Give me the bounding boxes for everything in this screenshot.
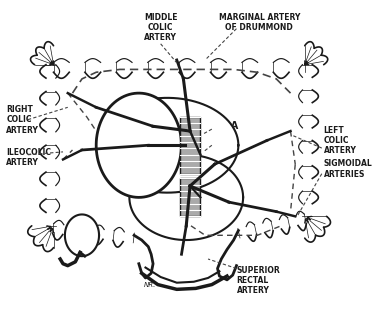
Text: MARGINAL ARTERY
OF DRUMMOND: MARGINAL ARTERY OF DRUMMOND <box>218 12 300 32</box>
Polygon shape <box>129 155 243 240</box>
Polygon shape <box>96 93 182 197</box>
Polygon shape <box>96 98 238 193</box>
Text: RIGHT
COLIC
ARTERY: RIGHT COLIC ARTERY <box>6 105 39 135</box>
Polygon shape <box>65 215 99 256</box>
Bar <box>180 179 201 216</box>
Text: MIDDLE
COLIC
ARTERY: MIDDLE COLIC ARTERY <box>144 12 177 42</box>
Text: SMA: SMA <box>215 121 239 131</box>
Text: ILEOCOLIC
ARTERY: ILEOCOLIC ARTERY <box>6 148 51 167</box>
Text: SIGMOIDAL
ARTERIES: SIGMOIDAL ARTERIES <box>324 159 372 179</box>
Text: LEFT
COLIC
ARTERY: LEFT COLIC ARTERY <box>324 126 356 155</box>
Text: NR.: NR. <box>144 282 156 288</box>
Text: SUPERIOR
RECTAL
ARTERY: SUPERIOR RECTAL ARTERY <box>236 266 280 295</box>
Text: IMA: IMA <box>215 143 235 153</box>
Bar <box>180 117 201 174</box>
